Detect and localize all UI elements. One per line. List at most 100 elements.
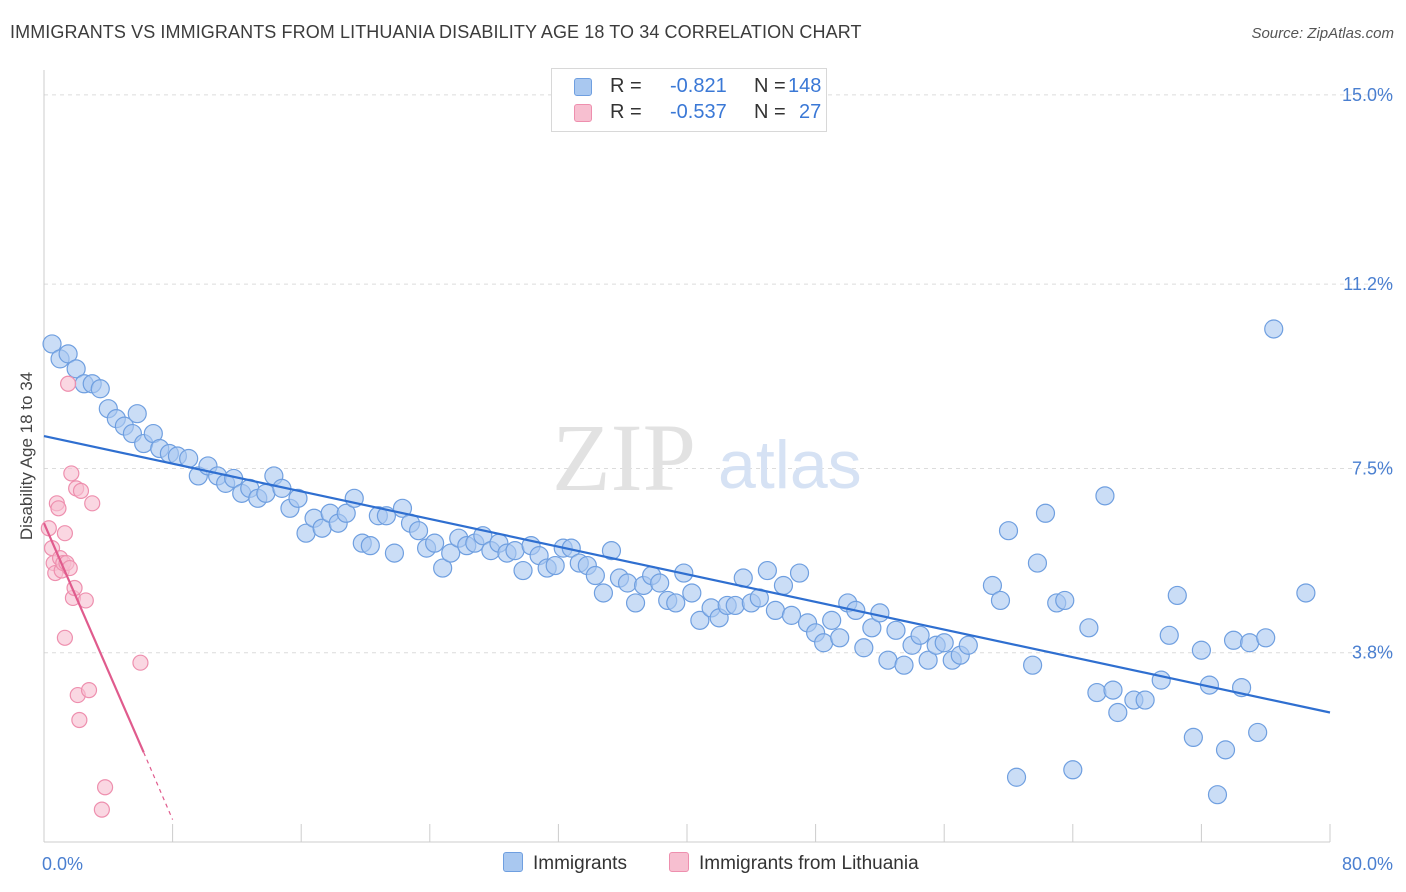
immigrants-point xyxy=(90,379,110,399)
immigrants-point xyxy=(1087,682,1107,703)
legend-n-label: N = xyxy=(754,101,786,123)
y-tick-label: 3.8% xyxy=(1352,643,1393,663)
immigrants-point xyxy=(1167,585,1187,606)
lithuania-point xyxy=(80,681,98,699)
immigrants-point xyxy=(1207,785,1228,805)
x-tick-label: 80.0% xyxy=(1342,854,1393,874)
immigrants-point xyxy=(958,635,978,655)
immigrants-point xyxy=(425,533,445,553)
immigrants-point xyxy=(1296,583,1316,603)
stats-legend: R = -0.821 N = 148 R = -0.537 N = 27 xyxy=(551,68,827,132)
immigrants-point xyxy=(781,605,802,625)
immigrants-point xyxy=(854,638,874,658)
immigrants-point xyxy=(789,563,810,583)
immigrants-point xyxy=(545,555,565,576)
immigrants-point xyxy=(1223,630,1244,650)
immigrants-point xyxy=(870,603,890,623)
immigrants-point xyxy=(256,483,276,503)
immigrants-point xyxy=(690,610,710,630)
lithuania-point xyxy=(72,482,90,499)
immigrants-point xyxy=(127,404,147,424)
immigrants-point xyxy=(1103,680,1123,700)
series-legend-immigrants[interactable]: Immigrants xyxy=(503,852,627,875)
immigrants-point xyxy=(982,575,1003,596)
immigrants-point xyxy=(910,625,930,645)
immigrants-point xyxy=(1240,633,1260,653)
immigrants-point xyxy=(1035,503,1056,523)
lithuania-point xyxy=(96,779,114,796)
lithuania-point xyxy=(132,654,149,671)
immigrants-point xyxy=(666,593,686,613)
immigrants-point xyxy=(1135,690,1155,710)
y-axis-title: Disability Age 18 to 34 xyxy=(17,372,36,540)
immigrants-point xyxy=(360,536,380,556)
legend-n-value: 148 xyxy=(788,75,822,97)
lithuania-point xyxy=(50,500,67,517)
legend-n-value: 27 xyxy=(799,101,822,123)
tick-labels: 3.8% 7.5% 11.2% 15.0% 0.0% 80.0% xyxy=(42,85,1393,874)
immigrants-point xyxy=(862,618,882,638)
immigrants-point xyxy=(918,650,938,670)
lithuania-points xyxy=(40,375,149,818)
legend-n-label: N = xyxy=(754,75,786,97)
lithuania-point xyxy=(56,629,73,646)
immigrants-point xyxy=(1215,740,1236,760)
legend-label-immigrants: Immigrants xyxy=(533,853,627,874)
immigrants-point xyxy=(1264,319,1284,339)
y-tick-label: 7.5% xyxy=(1352,458,1393,478)
x-tick-label: 0.0% xyxy=(42,854,83,874)
immigrants-point xyxy=(601,541,622,561)
immigrants-point xyxy=(384,543,405,563)
immigrants-point xyxy=(1079,618,1099,638)
immigrants-point xyxy=(998,521,1019,541)
axes xyxy=(43,70,1331,843)
immigrants-point xyxy=(773,575,794,596)
watermark-zip: ZIP xyxy=(552,404,696,511)
lithuania-trend-extension xyxy=(143,752,174,820)
immigrants-point xyxy=(42,334,62,354)
immigrants-point xyxy=(765,600,786,621)
lithuania-point xyxy=(63,465,80,482)
immigrants-point xyxy=(1023,655,1043,675)
immigrants-point xyxy=(336,503,356,523)
lithuania-point xyxy=(93,801,110,818)
immigrants-point xyxy=(1159,625,1179,645)
legend-r-value: -0.537 xyxy=(670,101,727,123)
legend-label-lithuania: Immigrants from Lithuania xyxy=(699,853,919,874)
immigrants-point xyxy=(288,488,308,508)
y-tick-label: 11.2% xyxy=(1343,274,1393,294)
grid-lines xyxy=(44,94,1392,654)
series-legend-lithuania[interactable]: Immigrants from Lithuania xyxy=(669,852,919,875)
chart-title: IMMIGRANTS VS IMMIGRANTS FROM LITHUANIA … xyxy=(10,22,862,42)
immigrants-point xyxy=(1027,553,1048,573)
immigrants-point xyxy=(822,610,842,630)
immigrants-trend-line xyxy=(43,435,1331,714)
legend-swatch-lithuania xyxy=(574,104,592,122)
immigrants-point xyxy=(757,560,777,581)
immigrants-point xyxy=(66,359,86,379)
immigrants-point xyxy=(625,593,646,613)
legend-r-label: R = xyxy=(610,75,642,97)
immigrants-point xyxy=(593,583,614,603)
source-credit: Source: ZipAtlas.com xyxy=(1251,25,1394,42)
legend-swatch-lithuania xyxy=(669,852,689,872)
immigrants-point xyxy=(878,650,898,670)
immigrants-point xyxy=(433,558,453,578)
legend-swatch-immigrants xyxy=(574,78,592,96)
immigrants-point xyxy=(513,560,533,581)
immigrants-point xyxy=(408,521,429,541)
immigrants-point xyxy=(505,541,525,561)
legend-swatch-immigrants xyxy=(503,852,523,872)
immigrants-point xyxy=(814,633,834,653)
immigrants-point xyxy=(990,590,1011,611)
immigrants-point xyxy=(585,565,605,586)
legend-r-label: R = xyxy=(610,101,642,123)
immigrants-point xyxy=(1183,727,1203,748)
immigrants-point xyxy=(934,633,954,653)
immigrants-point xyxy=(1191,640,1212,660)
lithuania-point xyxy=(56,525,73,542)
immigrants-point xyxy=(1055,590,1075,611)
immigrants-point xyxy=(1108,702,1128,723)
immigrants-point xyxy=(1248,722,1268,743)
